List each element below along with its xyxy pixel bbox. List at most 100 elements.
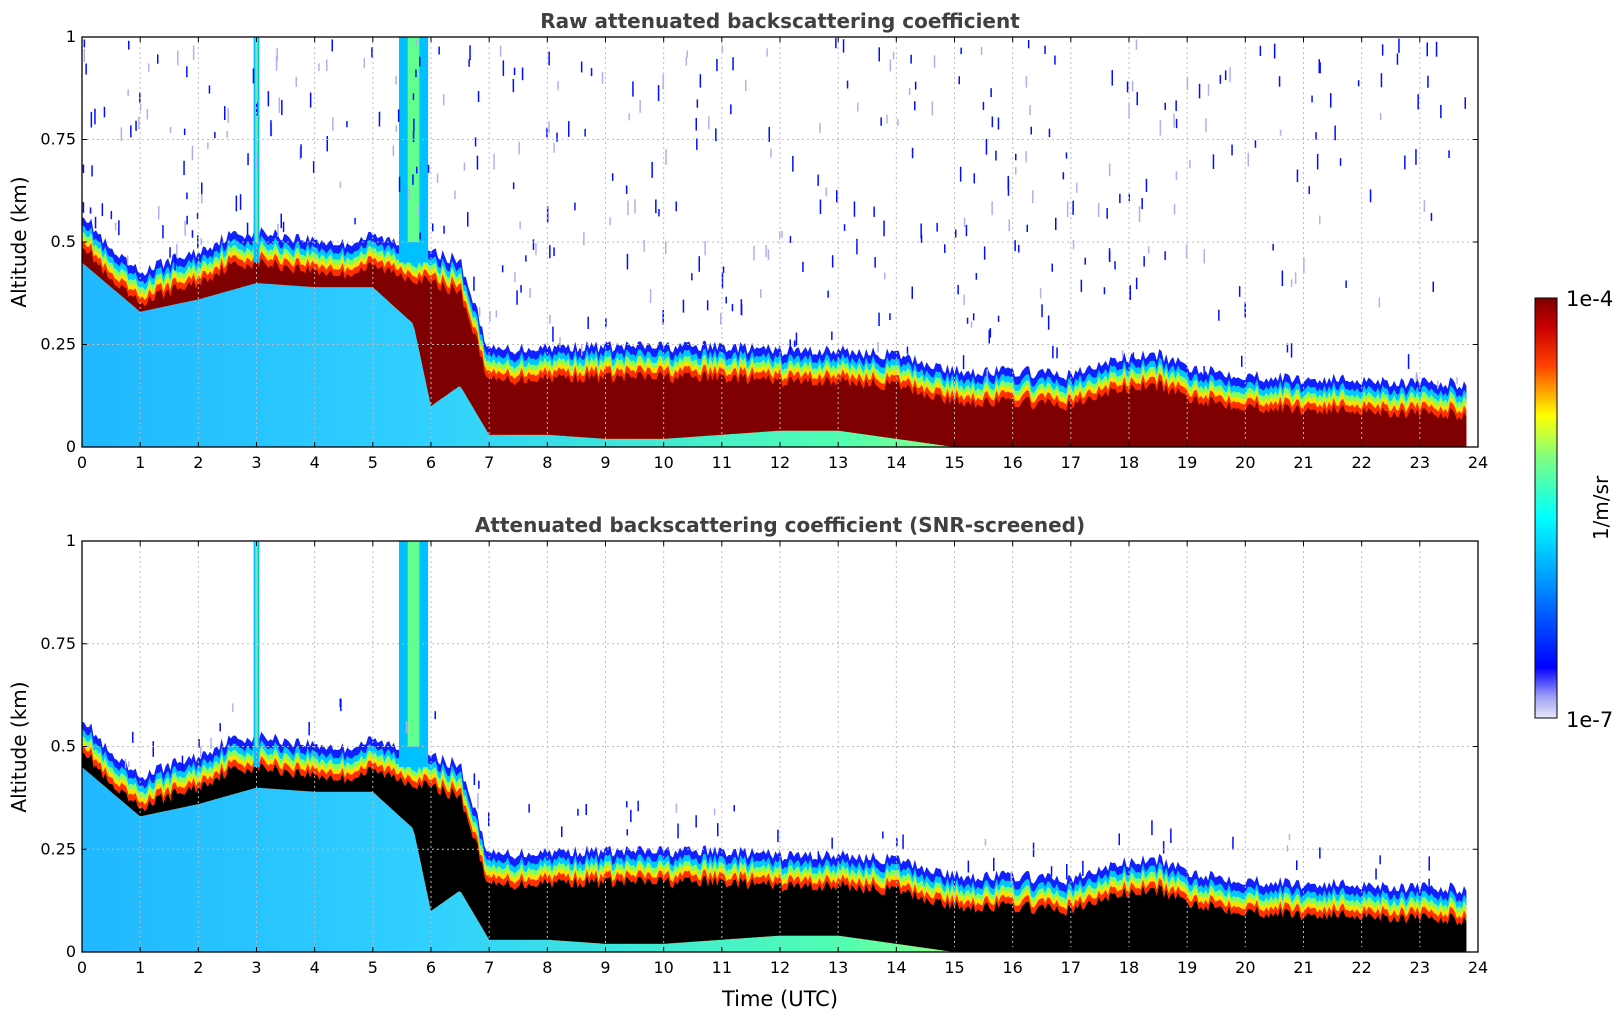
noise-pixel [434, 711, 436, 720]
noise-pixel [85, 63, 87, 75]
noise-pixel [740, 299, 743, 316]
noise-pixel [980, 46, 983, 55]
noise-pixel [1330, 93, 1332, 108]
noise-pixel [920, 234, 923, 243]
noise-pixel [1084, 257, 1086, 265]
noise-pixel [442, 94, 445, 106]
x-tick-label: 19 [1177, 958, 1197, 977]
noise-pixel [300, 144, 302, 158]
noise-pixel [665, 241, 667, 255]
noise-pixel [708, 116, 710, 130]
noise-pixel [827, 290, 829, 298]
noise-pixel [846, 80, 849, 89]
noise-pixel [198, 739, 200, 748]
noise-pixel [1198, 83, 1201, 99]
noise-pixel [989, 328, 992, 338]
noise-pixel [955, 229, 957, 238]
noise-pixel [548, 121, 550, 134]
noise-pixel [463, 162, 466, 171]
x-tick-label: 24 [1468, 453, 1488, 472]
noise-pixel [326, 136, 328, 152]
noise-pixel [392, 145, 395, 157]
noise-pixel [1026, 224, 1028, 233]
noise-pixel [884, 272, 886, 280]
noise-pixel [892, 51, 895, 60]
colorbar: 1e-4 1e-7 1/m/sr [1534, 287, 1613, 732]
noise-pixel [944, 244, 946, 253]
noise-pixel [196, 212, 199, 220]
noise-pixel [914, 81, 917, 90]
noise-pixel [395, 75, 397, 85]
noise-pixel [1231, 144, 1233, 156]
noise-pixel [1173, 113, 1175, 128]
noise-pixel [986, 369, 988, 382]
noise-pixel [169, 247, 171, 258]
noise-pixel [412, 93, 415, 101]
noise-pixel [1164, 102, 1166, 110]
noise-pixel [911, 286, 913, 299]
noise-pixel [1381, 44, 1384, 56]
y-ticks-raw: 0 0.25 0.5 0.75 1 [40, 27, 1478, 456]
noise-pixel [1432, 281, 1434, 292]
noise-pixel [478, 307, 481, 317]
noise-pixel [132, 731, 134, 743]
noise-pixel [397, 109, 400, 122]
noise-pixel [557, 81, 559, 91]
noise-pixel [89, 207, 92, 214]
x-tick-label: 0 [77, 958, 87, 977]
noise-pixel [1379, 855, 1381, 865]
noise-pixel [513, 67, 516, 76]
noise-pixel [643, 240, 645, 252]
x-tick-label: 6 [426, 958, 436, 977]
noise-pixel [432, 223, 434, 232]
noise-pixel [473, 773, 476, 786]
noise-pixel [308, 721, 310, 736]
noise-pixel [958, 76, 960, 85]
noise-pixel [655, 199, 657, 214]
noise-pixel [476, 155, 479, 170]
noise-pixel [561, 826, 563, 837]
noise-pixel [176, 243, 178, 258]
x-tick-label: 13 [828, 453, 848, 472]
x-tick-label: 18 [1119, 958, 1139, 977]
x-tick-label: 23 [1410, 453, 1430, 472]
noise-pixel [601, 71, 604, 84]
heatmap-raw [82, 37, 1467, 447]
noise-pixel [675, 803, 678, 813]
noise-pixel [1396, 53, 1399, 65]
noise-pixel [1131, 80, 1134, 92]
noise-pixel [1375, 868, 1377, 880]
noise-pixel [793, 340, 796, 347]
noise-pixel [843, 224, 846, 231]
noise-pixel [908, 87, 911, 95]
noise-pixel [183, 128, 186, 136]
noise-pixel [1118, 833, 1120, 846]
noise-pixel [831, 255, 834, 268]
noise-pixel [630, 809, 632, 823]
noise-pixel [1207, 84, 1210, 96]
noise-pixel [1379, 112, 1382, 121]
x-tick-label: 14 [886, 958, 906, 977]
noise-pixel [1010, 871, 1012, 884]
noise-pixel [318, 63, 320, 72]
noise-pixel [83, 39, 86, 48]
noise-pixel [169, 126, 172, 133]
noise-pixel [1339, 158, 1342, 166]
noise-pixel [960, 47, 962, 55]
noise-pixel [574, 202, 576, 211]
noise-pixel [959, 166, 962, 182]
noise-pixel [1205, 118, 1207, 133]
noise-pixel [516, 290, 518, 305]
noise-pixel [831, 837, 833, 849]
noise-pixel [626, 253, 629, 270]
noise-pixel [553, 142, 555, 153]
noise-pixel [146, 109, 149, 120]
noise-pixel [128, 761, 130, 768]
noise-pixel [1065, 152, 1068, 159]
noise-pixel [584, 128, 586, 137]
noise-pixel [777, 829, 779, 843]
noise-pixel [995, 150, 997, 161]
noise-pixel [518, 141, 520, 155]
noise-pixel [1308, 186, 1310, 195]
x-tick-label: 24 [1468, 958, 1488, 977]
